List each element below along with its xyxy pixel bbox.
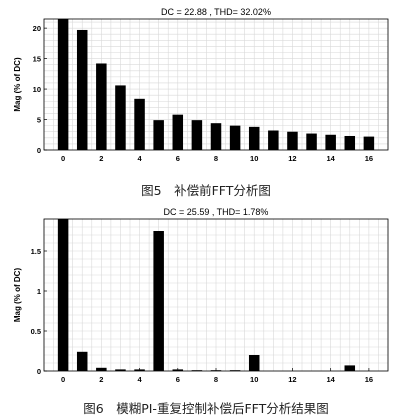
y-tick-label: 1.5 [31, 247, 41, 256]
bar-harmonic-4 [134, 98, 145, 150]
y-tick-label: 0 [37, 367, 41, 376]
x-tick-label: 4 [137, 375, 142, 384]
bar-harmonic-11 [268, 130, 279, 150]
x-tick-label: 0 [61, 154, 65, 163]
bar-harmonic-5 [153, 120, 164, 150]
bar-harmonic-1 [76, 351, 88, 371]
x-tick-label: 14 [326, 154, 335, 163]
x-tick-label: 8 [214, 154, 218, 163]
x-tick-label: 14 [326, 375, 335, 384]
bar-harmonic-9 [229, 125, 241, 150]
bar-harmonic-10 [248, 126, 260, 150]
bar-harmonic-14 [325, 134, 336, 150]
x-tick-label: 4 [137, 154, 142, 163]
bar-harmonic-3 [115, 369, 126, 371]
bar-harmonic-8 [210, 123, 222, 150]
x-tick-label: 16 [365, 154, 373, 163]
y-tick-label: 5 [37, 116, 41, 125]
y-axis-label: Mag (% of DC) [13, 57, 22, 112]
x-tick-label: 0 [61, 375, 65, 384]
chart-after-compensation: DC = 25.59 , THD= 1.78% 0 2 4 6 8 10 12 14 16 0 0.5… [13, 208, 389, 384]
y-tick-label: 20 [33, 24, 41, 33]
x-tick-label: 6 [176, 375, 180, 384]
chart-title: DC = 25.59 , THD= 1.78% [164, 208, 269, 217]
bar-harmonic-6 [172, 114, 184, 150]
bar-harmonic-7 [191, 120, 203, 150]
bar-harmonic-16 [363, 136, 375, 150]
x-tick-label: 8 [214, 375, 218, 384]
x-tick-label: 2 [99, 154, 103, 163]
bar-harmonic-2 [96, 63, 107, 151]
figure-caption-6: 图6 模糊PI-重复控制补偿后FFT分析结果图 [83, 401, 329, 416]
bar-harmonic-5 [153, 231, 164, 371]
x-tick-label: 12 [288, 375, 296, 384]
y-tick-label: 15 [33, 55, 41, 64]
y-axis-label: Mag (% of DC) [13, 268, 22, 323]
y-tick-label: 0.5 [31, 327, 41, 336]
x-tick-label: 12 [288, 154, 296, 163]
x-tick-label: 16 [365, 375, 373, 384]
x-tick-label: 2 [99, 375, 103, 384]
bar-harmonic-15 [344, 135, 356, 150]
bar-harmonic-12 [287, 131, 298, 150]
chart-before-compensation: DC = 22.88 , THD= 32.02% 0 2 4 6 8 10 12 14 16 0 5 1… [13, 7, 389, 163]
y-tick-label: 0 [37, 146, 41, 155]
x-tick-label: 10 [250, 375, 258, 384]
bar-harmonic-10 [248, 355, 260, 371]
bar-harmonic-13 [306, 133, 317, 150]
x-tick-label: 10 [250, 154, 258, 163]
bar-harmonic-15 [344, 365, 356, 371]
bar-harmonic-3 [115, 85, 126, 150]
chart-title: DC = 22.88 , THD= 32.02% [161, 7, 271, 17]
figure-caption-5: 图5 补偿前FFT分析图 [141, 183, 271, 198]
x-tick-label: 6 [176, 154, 180, 163]
bar-harmonic-0 [57, 19, 69, 150]
y-tick-label: 1 [37, 287, 41, 296]
bar-harmonic-0 [57, 219, 69, 371]
y-tick-label: 10 [33, 85, 41, 94]
bar-harmonic-1 [76, 29, 88, 151]
